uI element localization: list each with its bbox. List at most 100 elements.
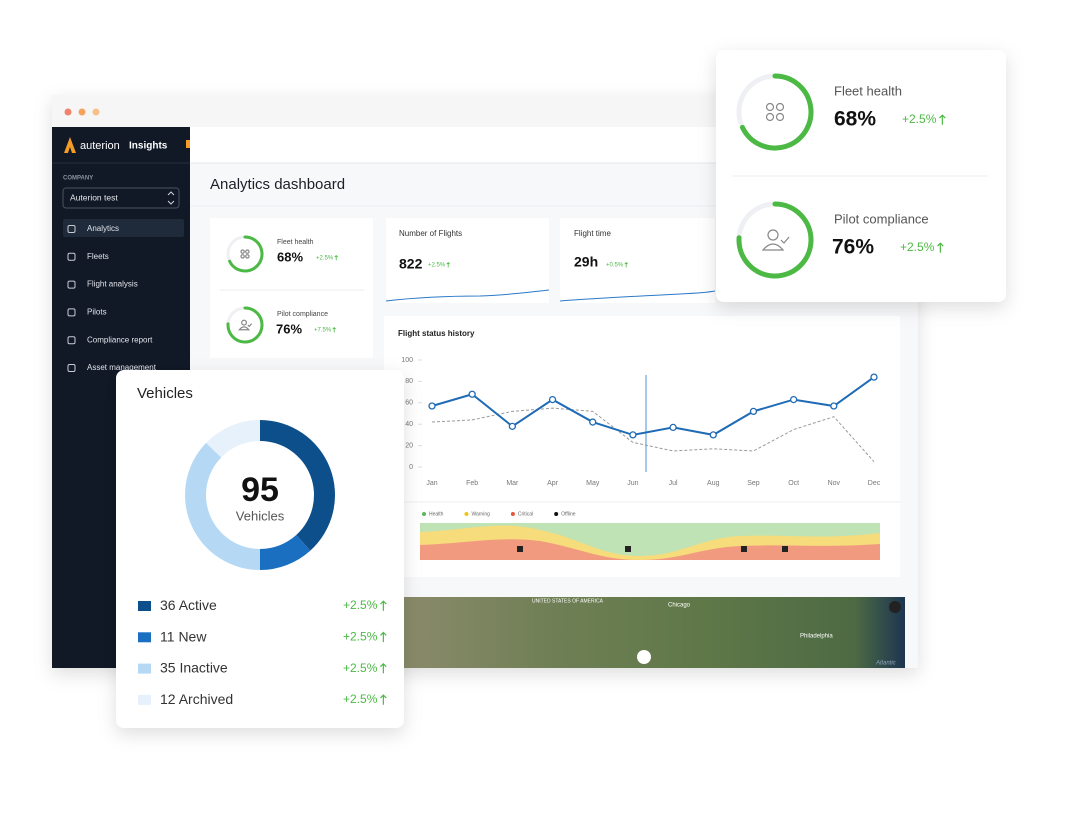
icon	[240, 249, 245, 254]
legend-label: Warning	[471, 511, 490, 517]
point[interactable]	[508, 422, 517, 430]
series-line	[431, 407, 875, 462]
select-caret	[167, 191, 175, 205]
donut-segment[interactable]	[260, 535, 311, 570]
drone-marker[interactable]	[782, 546, 788, 552]
x-tick-label: Apr	[547, 480, 559, 487]
status-name: Active	[179, 597, 217, 613]
card-title: Vehicles	[137, 385, 193, 402]
count: 35	[160, 659, 176, 675]
legend-dot	[422, 512, 426, 516]
nav-item[interactable]: Analytics	[87, 224, 119, 233]
icon	[241, 319, 248, 326]
x-tick-label: Jan	[426, 480, 437, 487]
count: 11	[160, 628, 175, 644]
critical-band	[420, 539, 880, 560]
map-location-button[interactable]	[889, 601, 901, 613]
icon	[240, 254, 245, 259]
change: +7.5%	[314, 328, 332, 334]
company-select[interactable]	[62, 187, 180, 209]
map[interactable]	[404, 597, 905, 668]
gauge-arc	[228, 235, 264, 273]
donut-segment[interactable]	[260, 419, 336, 551]
icon	[238, 323, 253, 331]
legend-swatch	[138, 632, 151, 643]
map-pin[interactable]	[637, 650, 651, 664]
point[interactable]	[589, 418, 597, 426]
point[interactable]	[870, 373, 878, 381]
nav-item[interactable]: Compliance report	[87, 335, 153, 344]
company-label: COMPANY	[63, 176, 93, 182]
x-tick-label: Jul	[669, 480, 678, 487]
nav-item[interactable]: Asset management	[87, 363, 157, 372]
drone-marker[interactable]	[741, 546, 747, 552]
drone-marker[interactable]	[517, 546, 523, 552]
icon	[775, 102, 785, 112]
vehicles-card: Vehicles 95 Vehicles 36 Active +2.5% 11 Ne…	[116, 370, 404, 728]
legend-label: Offline	[561, 511, 576, 517]
x-tick-label: Oct	[788, 480, 799, 487]
legend-label: 35 Inactive	[160, 659, 228, 675]
nav-item[interactable]: Fleets	[87, 252, 109, 261]
nav-icon	[67, 336, 76, 345]
point[interactable]	[629, 431, 637, 439]
point[interactable]	[428, 402, 436, 410]
donut-segment[interactable]	[184, 442, 260, 570]
drone-marker[interactable]	[625, 546, 631, 552]
map-label: Atlantic	[875, 661, 896, 667]
popup-card: Fleet health 68% +2.5% Pilot compliance …	[716, 50, 1006, 302]
map-label: Philadelphia	[800, 634, 833, 640]
window-dot[interactable]	[64, 108, 72, 116]
point[interactable]	[709, 431, 717, 439]
point[interactable]	[669, 423, 677, 432]
icon	[245, 249, 250, 254]
y-tick-label: 60	[405, 400, 413, 407]
kpi-title: Fleet health	[277, 239, 314, 246]
map-label: UNITED STATES OF AMERICA	[532, 598, 604, 604]
change: +2.5%	[343, 692, 378, 706]
kpi-value: 68%	[277, 249, 303, 264]
x-tick-label: Dec	[868, 480, 881, 487]
product-name: Insights	[129, 141, 168, 152]
up-arrow	[380, 662, 387, 674]
nav-item[interactable]: Flight analysis	[87, 280, 138, 289]
change: +2.5%	[343, 598, 378, 612]
logo-icon	[64, 137, 76, 153]
point[interactable]	[830, 402, 838, 410]
stat-title: Flight time	[574, 229, 611, 238]
icon	[765, 102, 775, 112]
kpi-title: Pilot compliance	[834, 211, 929, 226]
nav-icon	[67, 225, 76, 233]
donut	[184, 419, 336, 570]
kpi-title: Pilot compliance	[277, 311, 328, 318]
up-arrow	[380, 694, 387, 705]
point[interactable]	[789, 395, 798, 404]
window-dot[interactable]	[78, 108, 86, 116]
x-tick-label: Feb	[466, 480, 478, 487]
legend-swatch	[138, 663, 151, 674]
icon	[761, 236, 790, 251]
nav-icon	[67, 280, 76, 289]
nav-icon	[67, 252, 76, 261]
point[interactable]	[548, 395, 557, 404]
window-dot[interactable]	[92, 108, 100, 116]
series-line	[431, 376, 875, 436]
legend-dot	[554, 512, 559, 516]
change: +2.5%	[428, 263, 446, 269]
icon	[767, 229, 779, 241]
nav-item[interactable]: Pilots	[87, 308, 107, 317]
donut-segment[interactable]	[206, 420, 260, 458]
x-tick-label: Mar	[506, 480, 519, 487]
gauge-arc	[739, 73, 814, 151]
company-value: Auterion test	[70, 192, 118, 202]
stat-card	[386, 218, 549, 303]
arrows	[332, 114, 946, 705]
change: +2.5%	[343, 661, 378, 675]
y-tick-label: 40	[405, 421, 413, 428]
icon	[245, 254, 250, 259]
kpi-value: 76%	[276, 321, 302, 336]
point[interactable]	[468, 390, 476, 398]
point[interactable]	[749, 407, 758, 416]
legend-dot	[464, 512, 469, 516]
